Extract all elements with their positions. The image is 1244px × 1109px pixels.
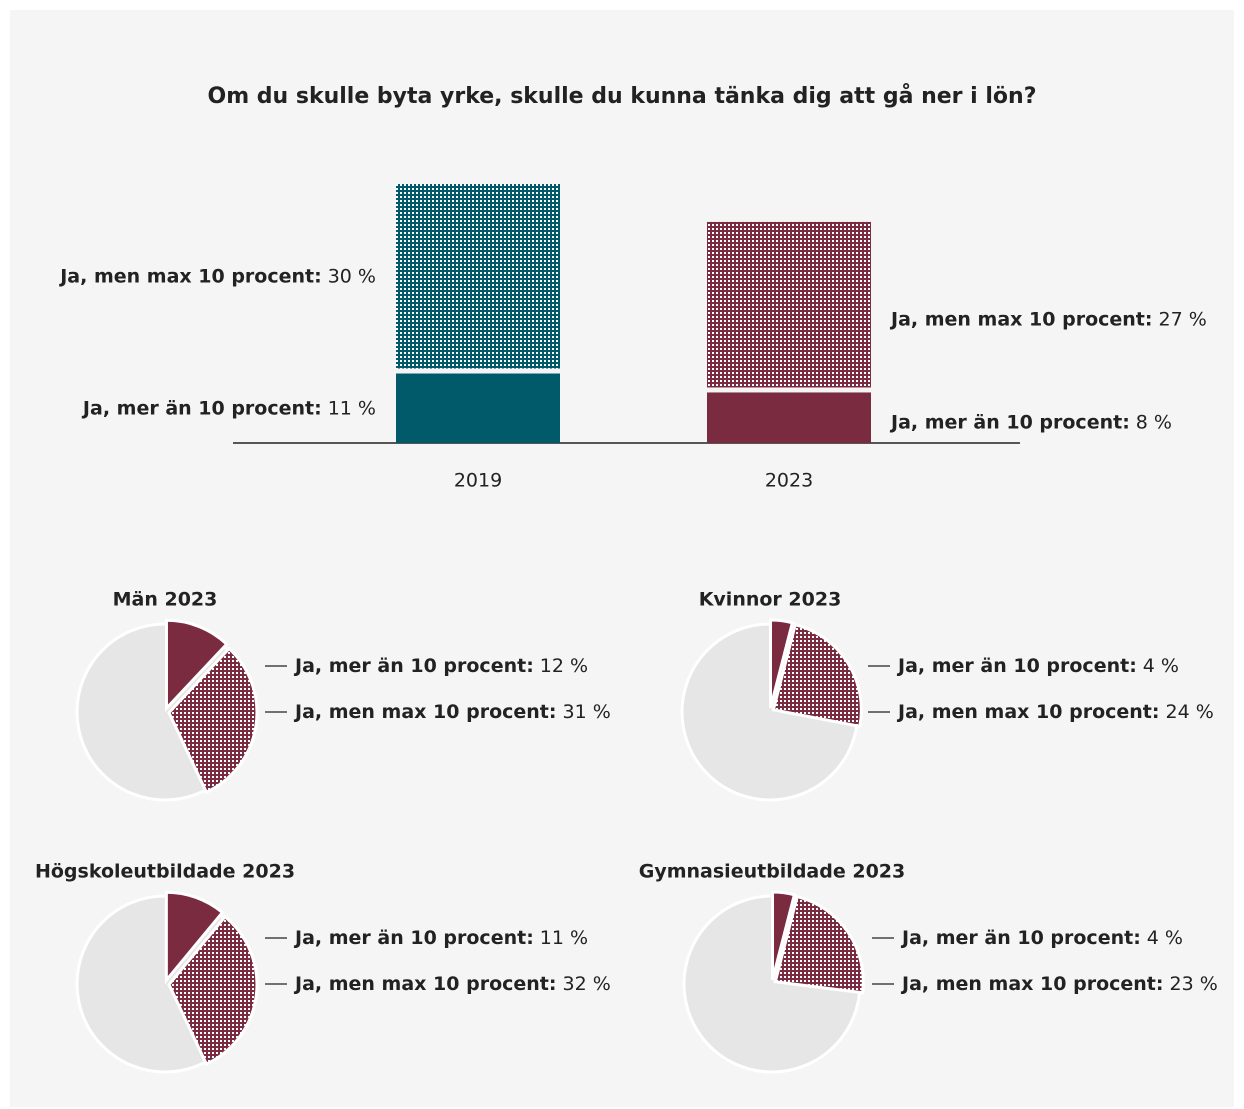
value-label: 24 % <box>1165 701 1213 723</box>
pie-title: Högskoleutbildade 2023 <box>35 861 295 883</box>
chart-title: Om du skulle byta yrke, skulle du kunna … <box>208 83 1037 109</box>
pie-slice <box>769 618 795 709</box>
bar-segment <box>396 373 560 443</box>
pie-title: Gymnasieutbildade 2023 <box>639 861 905 883</box>
pie-slice <box>773 894 865 995</box>
label-name: Ja, mer än 10 procent: <box>293 655 534 677</box>
value-label: 27 % <box>1158 308 1206 330</box>
value-label: 30 % <box>328 265 376 287</box>
label-name: Ja, men max 10 procent: <box>58 265 321 287</box>
label-name: Ja, men max 10 procent: <box>896 701 1159 723</box>
pie-slice <box>167 646 259 795</box>
pie-slice <box>164 890 225 985</box>
label: Ja, men max 10 procent: 24 % <box>896 701 1214 723</box>
label-name: Ja, men max 10 procent: <box>889 308 1152 330</box>
value-label: 4 % <box>1143 655 1179 677</box>
label: Ja, men max 10 procent: 30 % <box>58 265 376 287</box>
label-name: Ja, mer än 10 procent: <box>81 397 322 419</box>
value-label: 8 % <box>1136 411 1172 433</box>
label: Ja, mer än 10 procent: 8 % <box>889 411 1172 433</box>
label-name: Ja, mer än 10 procent: <box>889 411 1130 433</box>
bar-segment <box>396 184 560 369</box>
label: Ja, men max 10 procent: 23 % <box>900 973 1218 995</box>
label: Ja, men max 10 procent: 32 % <box>293 973 611 995</box>
pie-title: Kvinnor 2023 <box>699 589 842 611</box>
bar-segment <box>707 221 871 388</box>
pie-slice <box>771 622 863 729</box>
value-label: 11 % <box>540 927 588 949</box>
value-label: 12 % <box>540 655 588 677</box>
label-name: Ja, mer än 10 procent: <box>900 927 1141 949</box>
label: Ja, mer än 10 procent: 4 % <box>900 927 1183 949</box>
x-tick-label: 2023 <box>765 470 813 492</box>
label: Ja, mer än 10 procent: 12 % <box>293 655 588 677</box>
value-label: 32 % <box>562 973 610 995</box>
label: Ja, mer än 10 procent: 11 % <box>293 927 588 949</box>
value-label: 31 % <box>562 701 610 723</box>
label: Ja, men max 10 procent: 27 % <box>889 308 1207 330</box>
pie-slice <box>164 618 229 713</box>
value-label: 11 % <box>328 397 376 419</box>
label-name: Ja, men max 10 procent: <box>293 973 556 995</box>
pie-title: Män 2023 <box>113 589 218 611</box>
label: Ja, men max 10 procent: 31 % <box>293 701 611 723</box>
value-label: 4 % <box>1147 927 1183 949</box>
label-name: Ja, mer än 10 procent: <box>293 927 534 949</box>
x-tick-label: 2019 <box>454 470 502 492</box>
value-label: 23 % <box>1169 973 1217 995</box>
label: Ja, mer än 10 procent: 11 % <box>81 397 376 419</box>
label-name: Ja, men max 10 procent: <box>293 701 556 723</box>
bar-segment <box>707 392 871 443</box>
label-name: Ja, mer än 10 procent: <box>896 655 1137 677</box>
label-name: Ja, men max 10 procent: <box>900 973 1163 995</box>
pie-slice <box>167 914 259 1067</box>
label: Ja, mer än 10 procent: 4 % <box>896 655 1179 677</box>
pie-slice <box>771 890 797 981</box>
